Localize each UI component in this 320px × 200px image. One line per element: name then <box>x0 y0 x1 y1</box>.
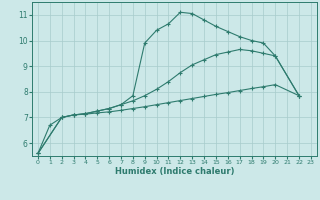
X-axis label: Humidex (Indice chaleur): Humidex (Indice chaleur) <box>115 167 234 176</box>
